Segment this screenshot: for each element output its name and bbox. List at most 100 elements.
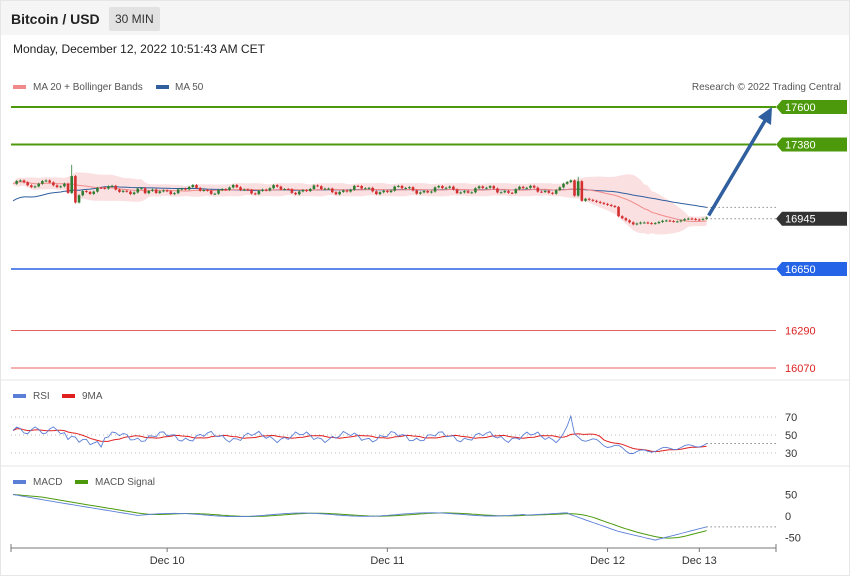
candle-body (580, 181, 584, 201)
candle (294, 191, 297, 196)
candle (653, 222, 657, 225)
candle-body (518, 186, 521, 190)
candle-body (631, 222, 635, 225)
candle-body (419, 192, 422, 194)
candle-body (33, 186, 37, 188)
candle-body (132, 192, 136, 195)
candle (308, 187, 312, 193)
level-tag-16945 (776, 211, 847, 226)
candle-body (74, 176, 77, 203)
candle-body (59, 186, 63, 188)
candle (668, 219, 672, 223)
candle (187, 185, 191, 191)
candle (206, 188, 209, 192)
candle-body (485, 187, 488, 189)
candle-body (576, 181, 580, 196)
candle (679, 219, 683, 223)
candle-body (408, 187, 411, 189)
ma20-legend-swatch (13, 85, 26, 89)
candle-body (206, 189, 209, 191)
candle-body (661, 220, 664, 222)
candle (162, 189, 165, 193)
candle (536, 186, 540, 193)
candle (364, 187, 367, 190)
candle-body (125, 190, 129, 192)
level-label-17380: 17380 (785, 140, 816, 152)
candle-body (481, 186, 485, 189)
candle-body (463, 191, 466, 193)
candle (624, 217, 628, 222)
candle (323, 187, 327, 190)
candle-body (272, 185, 275, 189)
level-tag-17600 (776, 100, 847, 114)
candle (77, 194, 81, 204)
candle-body (686, 218, 690, 220)
macd-legend-label: MACD (33, 477, 62, 488)
candle-body (404, 187, 407, 189)
candle (110, 184, 114, 188)
interval-badge[interactable]: 30 MIN (109, 7, 160, 31)
candle (378, 191, 382, 196)
candle (419, 191, 422, 195)
candle-body (448, 186, 452, 188)
candle-body (26, 182, 29, 186)
candle (195, 184, 198, 189)
candle (492, 185, 496, 190)
candle (268, 187, 272, 192)
macd-panel: 50 0 -50 (12, 490, 801, 545)
candle (48, 179, 51, 184)
candle (628, 219, 631, 224)
candle-body (499, 192, 503, 194)
candle-body (353, 185, 356, 190)
x-tick-label: Dec 10 (150, 555, 185, 567)
x-tick-label: Dec 13 (682, 555, 717, 567)
candle (617, 205, 620, 218)
candle-body (573, 180, 576, 196)
candle-body (415, 190, 418, 194)
candle-body (301, 190, 305, 192)
rsi-ma-legend-label: 9MA (82, 391, 103, 402)
candle (217, 189, 220, 195)
candle-body (96, 187, 99, 192)
candle-body (242, 189, 246, 191)
candle-body (184, 188, 187, 190)
candle-body (66, 183, 70, 193)
candle (620, 215, 624, 220)
candle (103, 186, 107, 190)
rsi-panel: 70 50 30 (11, 412, 797, 460)
bollinger-band (13, 172, 707, 235)
rsi-line (12, 414, 707, 454)
candle (411, 186, 415, 192)
candle (184, 187, 187, 191)
candle (613, 204, 617, 208)
candle-body (690, 218, 694, 220)
candle (312, 184, 316, 190)
candle-body (290, 189, 294, 193)
candle-body (99, 187, 103, 189)
candle-body (584, 198, 587, 201)
candle-body (224, 189, 228, 191)
candle-body (507, 191, 510, 193)
candle (602, 201, 606, 205)
candle-body (114, 185, 118, 190)
candle-body (253, 193, 257, 195)
candle (209, 189, 213, 195)
candle-body (37, 183, 40, 187)
ma20-line (12, 181, 707, 223)
candle-body (433, 187, 437, 192)
candle (228, 186, 231, 191)
candle (114, 184, 118, 191)
candle (15, 180, 18, 185)
candle (690, 217, 694, 220)
candle-body (400, 185, 404, 189)
candle (426, 189, 430, 194)
candle (675, 220, 679, 223)
candle (646, 221, 650, 225)
candle (173, 192, 176, 196)
candle (118, 188, 121, 193)
candle (397, 184, 400, 188)
candle (705, 216, 708, 220)
candle (631, 221, 635, 226)
candle (503, 190, 507, 194)
ma20-legend-label: MA 20 + Bollinger Bands (33, 82, 143, 93)
